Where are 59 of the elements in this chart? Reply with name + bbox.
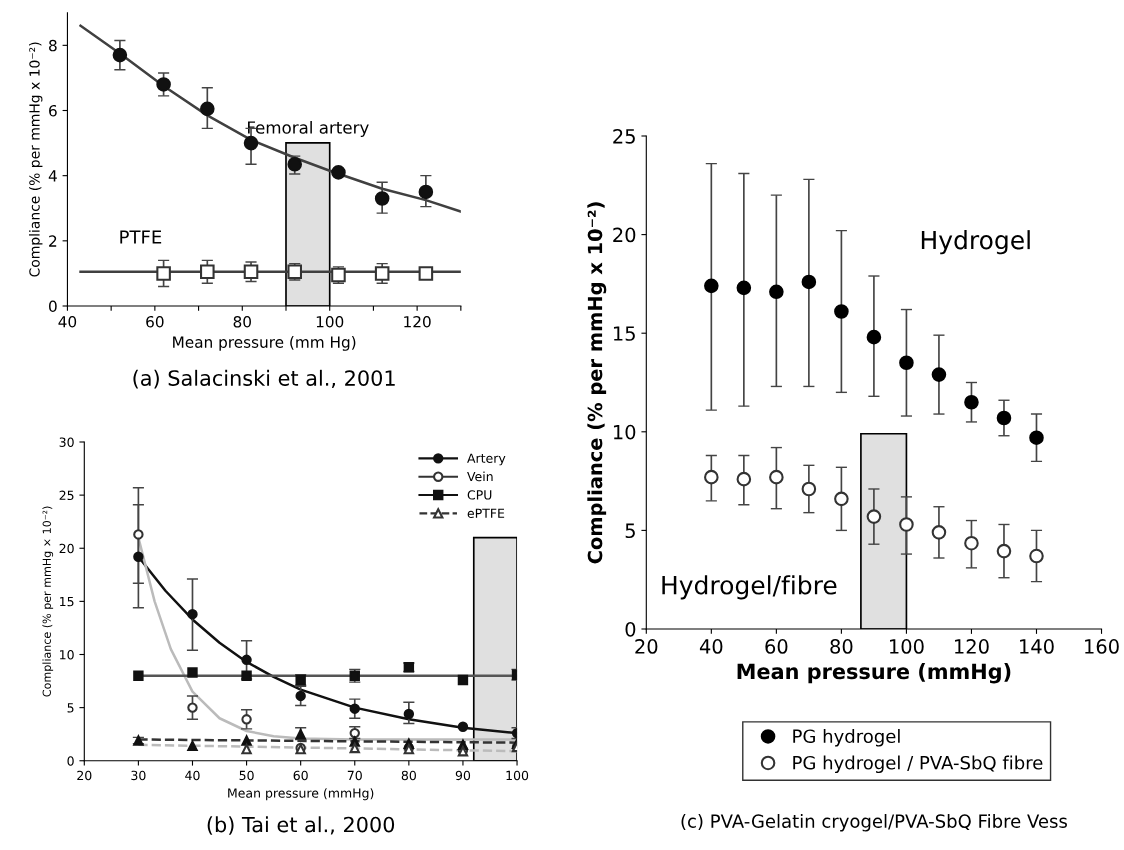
x-tick-label: 100 xyxy=(316,315,344,328)
x-tick-label: 120 xyxy=(404,315,431,328)
x-tick-label: 20 xyxy=(77,770,92,781)
x-tick-label: 40 xyxy=(58,315,77,328)
x-tick-label: 80 xyxy=(401,770,416,781)
x-tick-label: 60 xyxy=(293,770,308,781)
legend-label: ePTFE xyxy=(467,508,505,518)
x-tick-label: 140 xyxy=(1020,639,1054,654)
y-tick-label: 0 xyxy=(625,621,636,637)
y-tick-label: 8 xyxy=(49,39,57,52)
x-tick-label: 30 xyxy=(131,770,146,781)
x-axis-title: Mean pressure (mmHg) xyxy=(737,663,1011,684)
x-tick-label: 60 xyxy=(765,639,788,654)
x-tick-label: 50 xyxy=(239,770,254,781)
legend-label: PG hydrogel / PVA-SbQ fibre xyxy=(793,755,1043,774)
annotation: Hydrogel/fibre xyxy=(662,575,837,600)
legend-label: CPU xyxy=(467,490,492,500)
legend-label: PG hydrogel xyxy=(793,729,900,747)
x-tick-label: 80 xyxy=(830,639,853,654)
x-tick-label: 70 xyxy=(347,770,362,781)
x-tick-label: 100 xyxy=(890,639,924,654)
band-label: Femoral artery xyxy=(248,120,369,138)
y-axis-title: Compliance (% per mmHg x 10⁻²) xyxy=(587,202,607,564)
y-tick-label: 20 xyxy=(59,543,74,554)
y-axis-title: Compliance (% per mmHg × 10⁻²) xyxy=(42,506,54,697)
x-tick-label: 80 xyxy=(233,315,251,328)
y-tick-label: 25 xyxy=(613,128,635,144)
x-tick-label: 90 xyxy=(455,770,471,781)
y-tick-label: 6 xyxy=(49,104,57,117)
y-tick-label: 25 xyxy=(59,490,74,501)
y-tick-label: 20 xyxy=(613,227,636,243)
text: (b) Tai et al., 2000 xyxy=(207,816,395,835)
y-tick-label: 0 xyxy=(49,300,57,313)
x-tick-label: 100 xyxy=(506,770,529,781)
annotation: Hydrogel xyxy=(921,230,1030,255)
x-tick-label: 160 xyxy=(1085,639,1119,654)
y-tick-label: 10 xyxy=(60,649,74,660)
legend-label: Artery xyxy=(467,453,506,466)
y-tick-label: 0 xyxy=(67,756,74,766)
annotation: PTFE xyxy=(120,230,162,244)
x-tick-label: 40 xyxy=(185,770,200,781)
text: (a) Salacinski et al., 2001 xyxy=(133,369,395,389)
x-axis-title: Mean pressure (mm Hg) xyxy=(173,336,356,351)
y-tick-label: 15 xyxy=(60,597,74,607)
y-tick-label: 5 xyxy=(67,703,74,713)
x-tick-label: 40 xyxy=(699,639,723,654)
x-tick-label: 60 xyxy=(146,315,164,328)
y-tick-label: 30 xyxy=(59,437,74,447)
y-tick-label: 10 xyxy=(613,424,636,440)
x-tick-label: 120 xyxy=(955,639,989,654)
x-tick-label: 20 xyxy=(635,639,658,654)
y-tick-label: 2 xyxy=(49,235,57,247)
legend-label: Vein xyxy=(467,471,493,482)
y-tick-label: 5 xyxy=(625,523,635,539)
y-axis-title: Compliance (% per mmHg x 10⁻²) xyxy=(29,42,43,277)
y-tick-label: 15 xyxy=(613,326,635,341)
text: (c) PVA-Gelatin cryogel/PVA-SbQ Fibre Vess xyxy=(681,814,1067,832)
x-axis-title: Mean pressure (mmHg) xyxy=(228,788,374,801)
y-tick-label: 4 xyxy=(48,170,57,182)
